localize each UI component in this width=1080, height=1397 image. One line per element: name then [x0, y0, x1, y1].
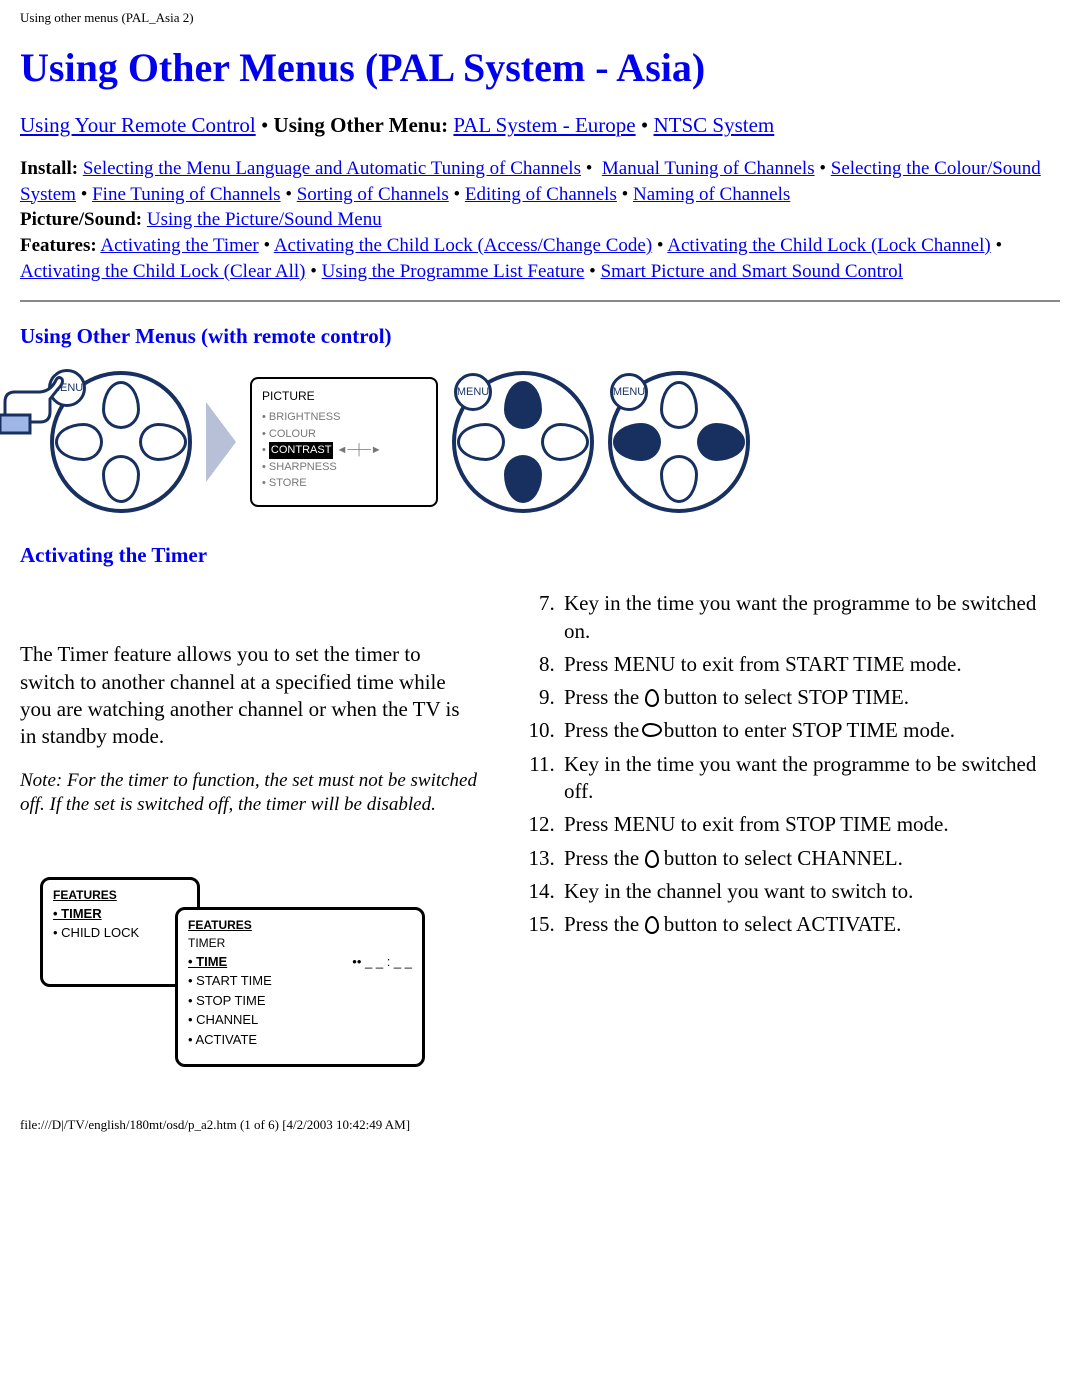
down-drop-icon — [645, 689, 659, 707]
fbox2-item-2: • START TIME — [188, 971, 412, 991]
remote-pad-2: MENU — [452, 371, 594, 513]
timer-note: Note: For the timer to function, the set… — [20, 769, 480, 817]
footer-path: file:///D|/TV/english/180mt/osd/p_a2.htm… — [20, 1117, 1060, 1133]
features-label: Features: — [20, 235, 97, 256]
section-heading-timer: Activating the Timer — [20, 543, 1060, 568]
down-drop-icon — [645, 850, 659, 868]
link-install-6[interactable]: Editing of Channels — [465, 184, 617, 205]
step-8: Press MENU to exit from START TIME mode. — [560, 651, 1060, 678]
arrow-icon — [206, 402, 236, 482]
fbox2-sub: TIMER — [188, 934, 412, 952]
divider — [20, 300, 1060, 302]
screen-item-3: CONTRAST — [269, 442, 334, 459]
step-13: Press the button to select CHANNEL. — [560, 845, 1060, 872]
link-features-3[interactable]: Activating the Child Lock (Lock Channel) — [667, 235, 990, 256]
step-7: Key in the time you want the programme t… — [560, 590, 1060, 645]
link-block: Install: Selecting the Menu Language and… — [20, 156, 1060, 284]
link-remote[interactable]: Using Your Remote Control — [20, 113, 256, 137]
fbox2-item-4: • CHANNEL — [188, 1010, 412, 1030]
picture-menu-screen: PICTURE • BRIGHTNESS • COLOUR • CONTRAST… — [250, 377, 438, 507]
step-9: Press the button to select STOP TIME. — [560, 684, 1060, 711]
link-install-5[interactable]: Sorting of Channels — [297, 184, 449, 205]
down-drop-icon — [645, 916, 659, 934]
install-label: Install: — [20, 158, 78, 179]
features-diagram: FEATURES • TIMER • CHILD LOCK FEATURES T… — [20, 877, 440, 1077]
finger-icon — [0, 367, 70, 411]
screen-item-1: • BRIGHTNESS — [262, 409, 426, 426]
steps-list: Key in the time you want the programme t… — [520, 590, 1060, 938]
link-pal-europe[interactable]: PAL System - Europe — [453, 113, 635, 137]
link-ntsc[interactable]: NTSC System — [653, 113, 774, 137]
timer-intro: The Timer feature allows you to set the … — [20, 641, 480, 750]
step-14: Key in the channel you want to switch to… — [560, 878, 1060, 905]
menu-button-icon: MENU — [610, 373, 648, 411]
section-heading-remote: Using Other Menus (with remote control) — [20, 324, 1060, 349]
header-path: Using other menus (PAL_Asia 2) — [20, 10, 1060, 26]
two-column-layout: The Timer feature allows you to set the … — [20, 590, 1060, 1077]
features-box-2: FEATURES TIMER • TIME •• _ _ : _ _ • STA… — [175, 907, 425, 1067]
screen-item-2: • COLOUR — [262, 426, 426, 443]
link-features-6[interactable]: Smart Picture and Smart Sound Control — [601, 261, 903, 282]
remote-pad-1: MENU — [50, 371, 192, 513]
link-picsound-1[interactable]: Using the Picture/Sound Menu — [147, 209, 382, 230]
link-install-4[interactable]: Fine Tuning of Channels — [92, 184, 280, 205]
fbox2-item-5: • ACTIVATE — [188, 1030, 412, 1050]
link-features-1[interactable]: Activating the Timer — [100, 235, 258, 256]
link-install-7[interactable]: Naming of Channels — [633, 184, 790, 205]
screen-item-4: • SHARPNESS — [262, 459, 426, 476]
step-10: Press the button to enter STOP TIME mode… — [560, 717, 1060, 744]
step-12: Press MENU to exit from STOP TIME mode. — [560, 811, 1060, 838]
nav-line: Using Your Remote Control • Using Other … — [20, 113, 1060, 138]
link-features-4[interactable]: Activating the Child Lock (Clear All) — [20, 261, 305, 282]
link-install-1[interactable]: Selecting the Menu Language and Automati… — [83, 158, 581, 179]
link-install-2[interactable]: Manual Tuning of Channels — [602, 158, 815, 179]
fbox1-title: FEATURES — [53, 886, 187, 904]
step-15: Press the button to select ACTIVATE. — [560, 911, 1060, 938]
screen-item-5: • STORE — [262, 475, 426, 492]
link-features-5[interactable]: Using the Programme List Feature — [322, 261, 585, 282]
diagram-row: MENU PICTURE • BRIGHTNESS • COLOUR • CON… — [20, 371, 1060, 513]
fbox2-title: FEATURES — [188, 916, 412, 934]
picsound-label: Picture/Sound: — [20, 209, 142, 230]
fbox2-item-3: • STOP TIME — [188, 991, 412, 1011]
remote-pad-3: MENU — [608, 371, 750, 513]
fbox1-item-1: • TIMER — [53, 904, 187, 924]
fbox1-item-2: • CHILD LOCK — [53, 923, 187, 943]
link-features-2[interactable]: Activating the Child Lock (Access/Change… — [274, 235, 652, 256]
nav-other-menu-label: Using Other Menu: — [274, 113, 449, 137]
step-11: Key in the time you want the programme t… — [560, 751, 1060, 806]
menu-button-icon: MENU — [454, 373, 492, 411]
screen-title: PICTURE — [262, 387, 426, 405]
page-title: Using Other Menus (PAL System - Asia) — [20, 44, 1060, 91]
fbox2-val: •• _ _ : _ _ — [352, 952, 412, 972]
fbox2-item-1: • TIME — [188, 952, 227, 972]
